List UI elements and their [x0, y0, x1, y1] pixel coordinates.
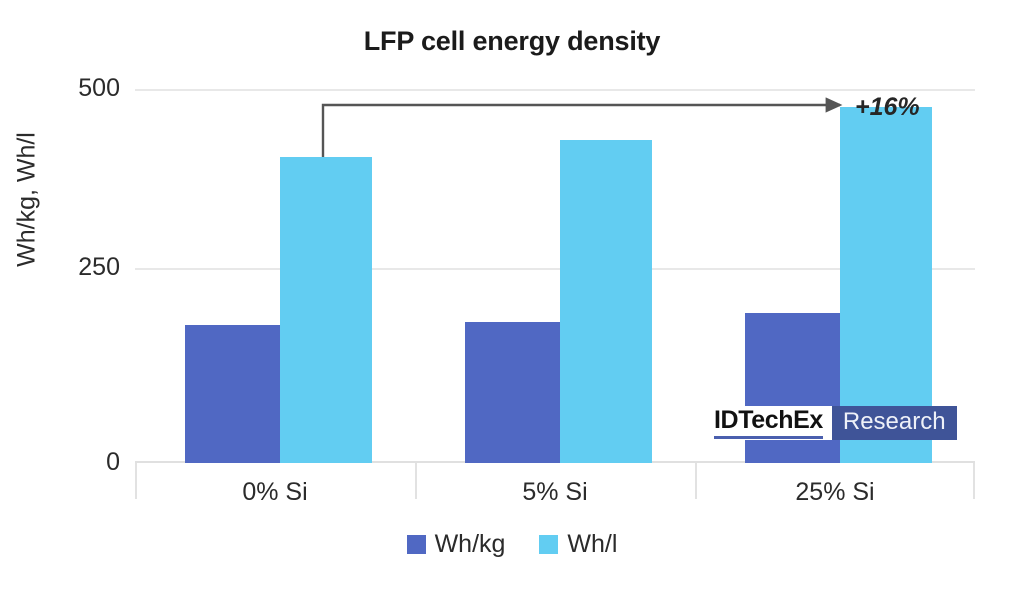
annotation-label-plus16: +16% [855, 93, 920, 121]
legend-label-wh-kg: Wh/kg [434, 530, 506, 558]
idtechex-logo: IDTechEx Research [714, 406, 957, 440]
category-divider-2 [695, 463, 697, 499]
bar-wh-kg-5pct-si[interactable] [465, 322, 560, 463]
chart-title: LFP cell energy density [363, 26, 661, 56]
bar-wh-kg-0pct-si[interactable] [185, 325, 280, 463]
chart-legend: Wh/kg Wh/l [0, 530, 1024, 559]
bar-wh-l-5pct-si[interactable] [560, 140, 652, 463]
category-divider-1 [415, 463, 417, 499]
legend-swatch-wh-l-icon [539, 535, 559, 554]
category-label-5pct-si: 5% Si [522, 478, 588, 506]
logo-underline [714, 435, 823, 439]
legend-label-wh-l: Wh/l [567, 530, 618, 558]
legend-item-wh-l[interactable]: Wh/l [539, 530, 617, 559]
legend-item-wh-kg[interactable]: Wh/kg [406, 530, 506, 559]
category-label-25pct-si: 25% Si [795, 478, 875, 506]
y-tick-label-500: 500 [78, 74, 120, 102]
bar-wh-l-0pct-si[interactable] [280, 157, 372, 463]
logo-research-badge: Research [831, 406, 957, 440]
logo-name-wrap: IDTechEx [714, 406, 832, 440]
logo-name-text: IDTechEx [714, 405, 823, 434]
gridline-250 [135, 268, 975, 270]
bar-wh-l-25pct-si[interactable] [840, 107, 932, 463]
y-tick-label-250: 250 [78, 253, 120, 281]
category-axis [135, 463, 975, 499]
legend-swatch-wh-kg-icon [406, 535, 426, 554]
category-label-0pct-si: 0% Si [242, 478, 308, 506]
gridline-500 [135, 89, 975, 91]
bar-wh-kg-25pct-si[interactable] [745, 313, 840, 463]
y-tick-label-0: 0 [106, 448, 120, 476]
